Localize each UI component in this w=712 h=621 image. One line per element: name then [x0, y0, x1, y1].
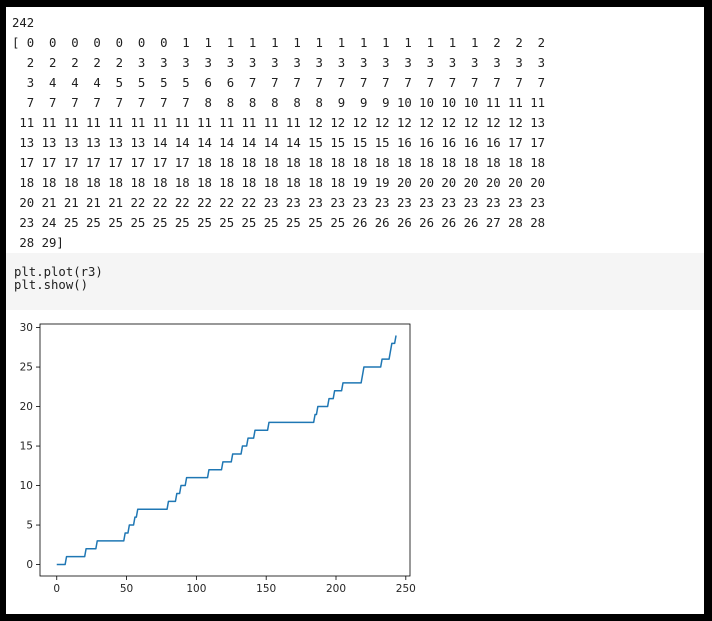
y-tick-label: 10 [20, 480, 33, 492]
array-length-output: 242 [12, 16, 35, 30]
x-tick-label: 50 [120, 583, 133, 595]
cell-output: 242 [ 0 0 0 0 0 0 0 1 1 1 1 1 1 1 1 1 1 … [12, 13, 545, 253]
x-tick-label: 100 [186, 583, 206, 595]
y-tick-label: 30 [20, 322, 33, 334]
notebook-frame: 242 [ 0 0 0 0 0 0 0 1 1 1 1 1 1 1 1 1 1 … [6, 7, 704, 614]
y-tick-label: 20 [20, 401, 33, 413]
series-line [56, 335, 397, 566]
x-tick-label: 0 [53, 583, 60, 595]
plot-background [40, 324, 410, 576]
x-tick-label: 150 [256, 583, 276, 595]
array-values-output: [ 0 0 0 0 0 0 0 1 1 1 1 1 1 1 1 1 1 1 1 … [12, 36, 546, 250]
y-tick-label: 15 [20, 441, 33, 453]
axis-ticks: 0 50 100 150 200 250 0 5 10 15 20 25 30 [20, 322, 416, 595]
x-tick-label: 200 [326, 583, 346, 595]
code-cell-source[interactable]: plt.plot(r3) plt.show() [14, 265, 103, 292]
code-cell[interactable]: plt.plot(r3) plt.show() [6, 253, 704, 310]
y-tick-label: 25 [20, 362, 33, 374]
plot-frame [39, 323, 411, 577]
y-tick-label: 0 [26, 559, 33, 571]
x-tick-label: 250 [396, 583, 416, 595]
y-tick-label: 5 [26, 520, 33, 532]
line-plot: 0 50 100 150 200 250 0 5 10 15 20 25 30 [20, 322, 416, 595]
